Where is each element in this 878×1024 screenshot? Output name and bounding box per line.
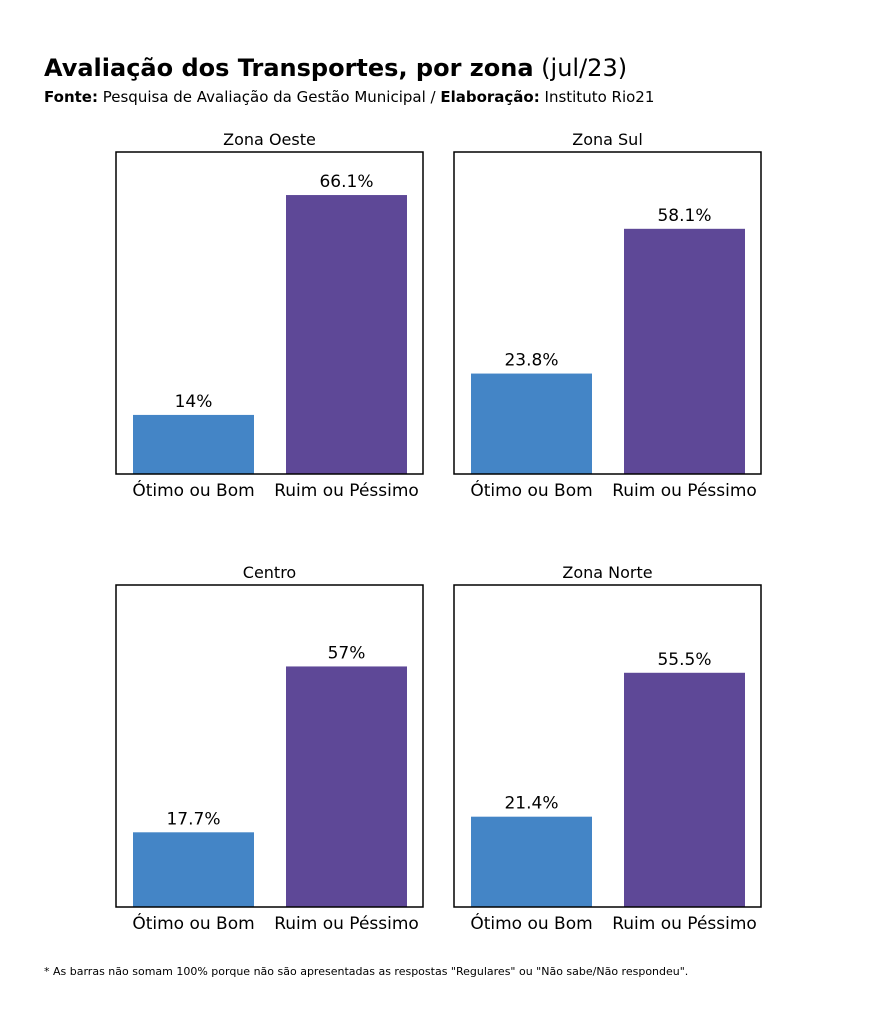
- category-label-zona-oeste-0: Ótimo ou Bom: [132, 479, 254, 501]
- bar-zona-norte-1: [624, 672, 745, 907]
- title-period: (jul/23): [541, 54, 628, 82]
- panel-title-zona-norte: Zona Norte: [562, 563, 652, 582]
- data-label-zona-norte-0: 21.4%: [504, 794, 558, 814]
- data-label-zona-sul-0: 23.8%: [504, 351, 558, 371]
- source-label: Fonte:: [44, 88, 98, 106]
- category-label-centro-0: Ótimo ou Bom: [132, 912, 254, 934]
- bar-zona-norte-0: [471, 816, 592, 907]
- chart-header: Avaliação dos Transportes, por zona (jul…: [44, 52, 654, 108]
- bar-zona-sul-1: [624, 228, 745, 474]
- data-label-zona-norte-1: 55.5%: [657, 650, 711, 670]
- data-label-zona-oeste-0: 14%: [175, 392, 213, 412]
- panel-title-centro: Centro: [243, 563, 296, 582]
- source-line: Fonte: Pesquisa de Avaliação da Gestão M…: [44, 86, 654, 108]
- bar-centro-1: [286, 666, 407, 907]
- elaboration-text: Instituto Rio21: [544, 88, 655, 106]
- bar-centro-0: [133, 832, 254, 907]
- category-label-centro-1: Ruim ou Péssimo: [274, 914, 419, 934]
- category-label-zona-sul-0: Ótimo ou Bom: [470, 479, 592, 501]
- data-label-centro-0: 17.7%: [166, 809, 220, 829]
- panel-frame-zona-sul: [453, 151, 762, 475]
- page-title: Avaliação dos Transportes, por zona (jul…: [44, 52, 654, 84]
- title-main: Avaliação dos Transportes, por zona: [44, 54, 534, 82]
- category-label-zona-norte-0: Ótimo ou Bom: [470, 912, 592, 934]
- bar-zona-oeste-0: [133, 414, 254, 474]
- elaboration-label: Elaboração:: [440, 88, 540, 106]
- panel-title-zona-sul: Zona Sul: [572, 130, 643, 149]
- panel-frame-centro: [115, 584, 424, 908]
- category-label-zona-norte-1: Ruim ou Péssimo: [612, 914, 757, 934]
- bar-zona-oeste-1: [286, 195, 407, 474]
- panel-frame-zona-norte: [453, 584, 762, 908]
- category-label-zona-oeste-1: Ruim ou Péssimo: [274, 481, 419, 501]
- data-label-centro-1: 57%: [328, 643, 366, 663]
- data-label-zona-oeste-1: 66.1%: [319, 172, 373, 192]
- data-label-zona-sul-1: 58.1%: [657, 206, 711, 226]
- panel-frame-zona-oeste: [115, 151, 424, 475]
- category-label-zona-sul-1: Ruim ou Péssimo: [612, 481, 757, 501]
- source-text: Pesquisa de Avaliação da Gestão Municipa…: [102, 88, 436, 106]
- bar-zona-sul-0: [471, 373, 592, 474]
- footnote: * As barras não somam 100% porque não sã…: [44, 965, 689, 978]
- panel-title-zona-oeste: Zona Oeste: [223, 130, 316, 149]
